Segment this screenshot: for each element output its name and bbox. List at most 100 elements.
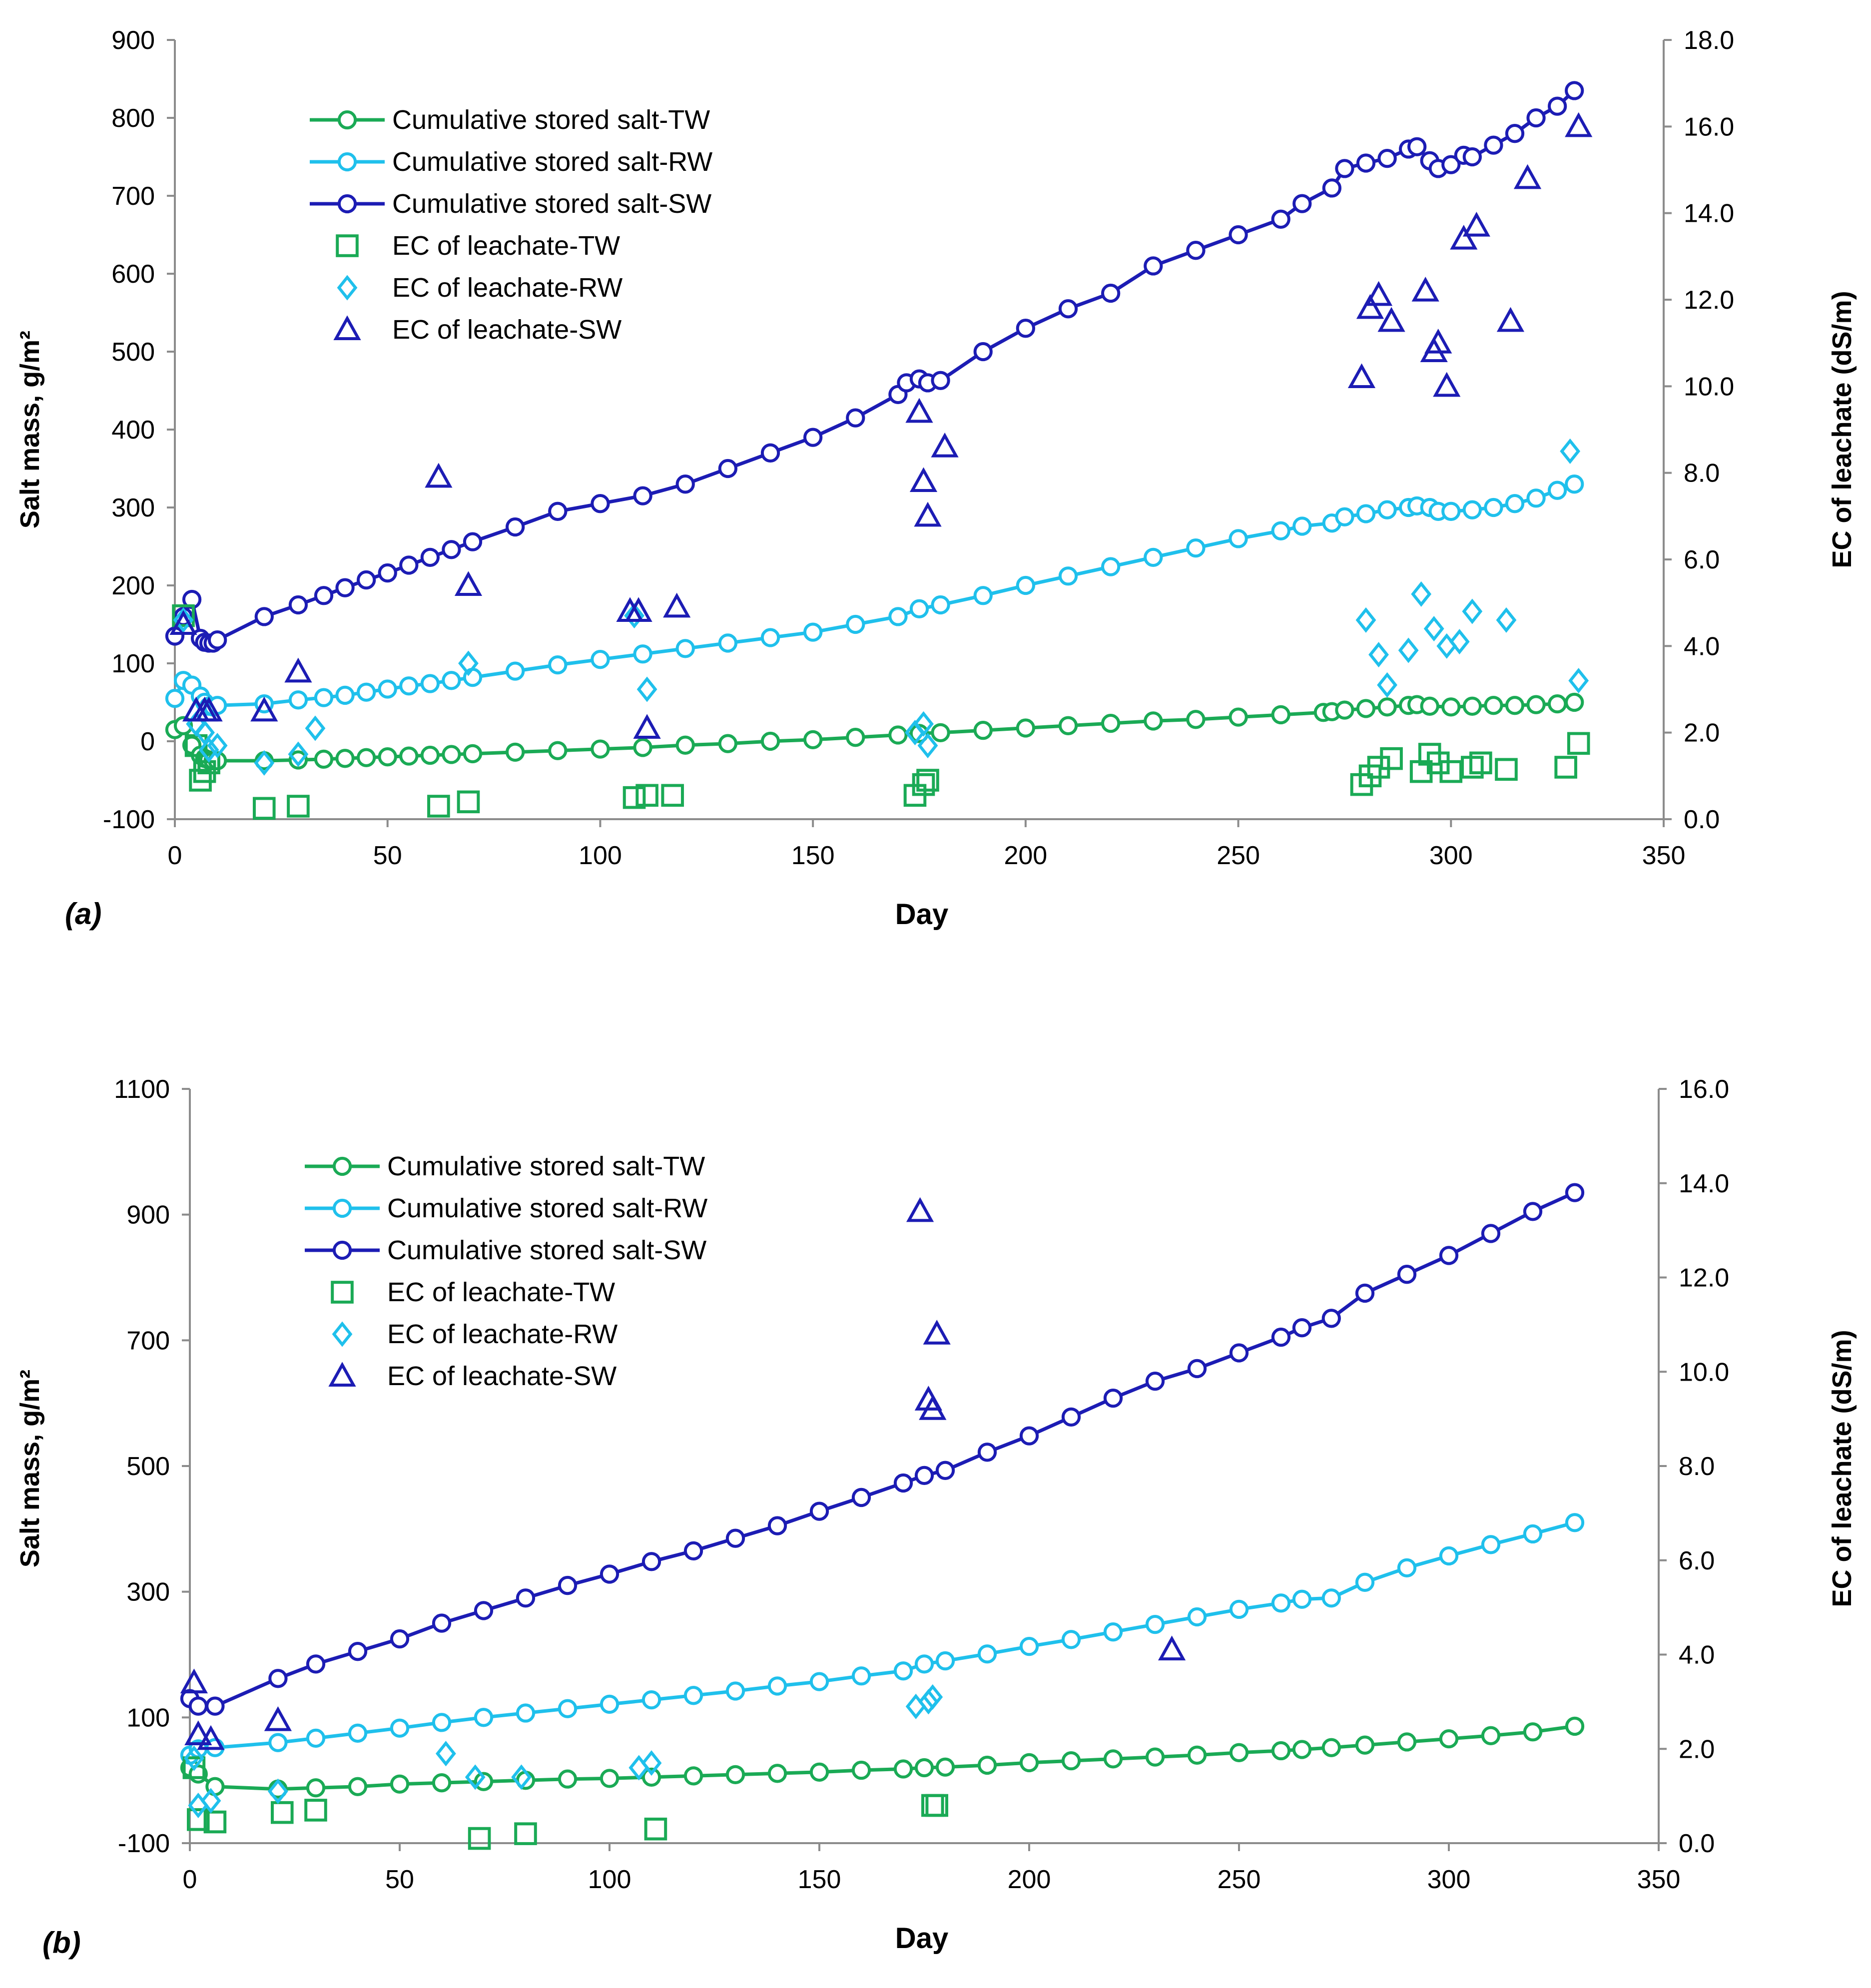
panel-a-ec-of-leachate-sw-point bbox=[624, 597, 652, 622]
panel-a-ec-of-leachate-sw-point bbox=[633, 714, 661, 739]
panel-a-cumulative-stored-salt-rw-point bbox=[633, 644, 652, 664]
panel-a-cumulative-stored-salt-sw-point bbox=[973, 342, 993, 362]
panel-b-cumulative-stored-salt-sw-point bbox=[1103, 1388, 1123, 1408]
panel-b-cumulative-stored-salt-rw-point bbox=[516, 1703, 536, 1723]
panel-a-cumulative-stored-salt-tw-point bbox=[505, 742, 525, 762]
panel-b-cumulative-stored-salt-tw-point bbox=[1187, 1745, 1207, 1765]
panel-a-cumulative-stored-salt-rw-point bbox=[1058, 566, 1078, 586]
panel-b-ec-of-leachate-sw-point bbox=[180, 1668, 208, 1694]
panel-b-cumulative-stored-salt-rw-point bbox=[893, 1661, 913, 1681]
panel-a-legend-label: Cumulative stored salt-SW bbox=[392, 189, 711, 219]
panel-a-ec-of-leachate-rw-point bbox=[1377, 672, 1397, 698]
panel-b-cumulative-stored-salt-rw-point bbox=[1321, 1588, 1341, 1608]
panel-b-ec-of-leachate-tw-point bbox=[203, 1810, 227, 1834]
panel-a-ec-of-leachate-sw-point bbox=[425, 463, 453, 488]
panel-a-cumulative-stored-salt-tw-point bbox=[1186, 710, 1206, 729]
panel-b-cumulative-stored-salt-tw-point bbox=[306, 1778, 326, 1798]
panel-a-ec-of-leachate-sw-point bbox=[1424, 328, 1452, 354]
panel-a-ec-of-leachate-tw-point bbox=[1554, 756, 1577, 779]
panel-a-y2-tick-label: 12.0 bbox=[1684, 286, 1734, 315]
panel-b-cumulative-stored-salt-sw-point bbox=[188, 1696, 208, 1716]
panel-a-plot bbox=[165, 81, 1593, 820]
panel-b-x-tick-label: 50 bbox=[385, 1865, 414, 1894]
panel-b-cumulative-stored-salt-sw-point bbox=[1292, 1318, 1312, 1338]
panel-b-ec-of-leachate-sw-point bbox=[1158, 1635, 1186, 1661]
panel-b-cumulative-stored-salt-tw-point bbox=[1565, 1716, 1585, 1736]
panel-b-legend-label: EC of leachate-RW bbox=[387, 1319, 618, 1349]
panel-a-x-tick-label: 150 bbox=[791, 841, 835, 870]
panel-b-cumulative-stored-salt-rw-point bbox=[1145, 1614, 1165, 1634]
panel-a-ec-of-leachate-rw-point bbox=[458, 650, 479, 676]
panel-b-cumulative-stored-salt-sw-point bbox=[1321, 1309, 1341, 1328]
panel-a-legend: Cumulative stored salt-TW Cumulative stor… bbox=[310, 105, 712, 345]
panel-a-ec-of-leachate-tw-point bbox=[635, 784, 658, 807]
panel-a-cumulative-stored-salt-sw-point bbox=[420, 547, 440, 567]
panel-b-ec-of-leachate-tw-point bbox=[271, 1801, 294, 1824]
panel-b-cumulative-stored-salt-sw-point bbox=[977, 1443, 997, 1462]
panel-a-cumulative-stored-salt-sw-point bbox=[633, 486, 652, 505]
panel-a-cumulative-stored-salt-sw-point bbox=[1058, 299, 1078, 319]
panel-a-cumulative-stored-salt-tw-point bbox=[973, 721, 993, 740]
panel-b-cumulative-stored-salt-sw-point bbox=[641, 1552, 661, 1571]
panel-b-cumulative-stored-salt-rw-point bbox=[767, 1676, 787, 1696]
panel-a-cumulative-stored-salt-sw-point bbox=[1292, 194, 1312, 213]
panel-b-y2-tick-label: 0.0 bbox=[1679, 1829, 1715, 1858]
panel-a-ec-of-leachate-tw-point bbox=[623, 786, 646, 809]
panel-a-cumulative-stored-salt-sw-point bbox=[442, 540, 461, 559]
panel-b-cumulative-stored-salt-rw-point bbox=[1019, 1636, 1039, 1656]
panel-a-ec-of-leachate-rw-point bbox=[1568, 668, 1589, 694]
panel-a-cumulative-stored-salt-rw-point bbox=[1101, 557, 1121, 576]
panel-b-ec-of-leachate-rw-point bbox=[267, 1778, 288, 1804]
panel-b-axes: 0 50 100 150 200 250 300 350 -100 100 300 500 700 900… bbox=[114, 1075, 1729, 1894]
panel-b-cumulative-stored-salt-rw-point bbox=[474, 1708, 494, 1727]
panel-a-y2-tick-label: 10.0 bbox=[1684, 372, 1734, 401]
panel-a-cumulative-stored-salt-tw-point bbox=[420, 745, 440, 765]
panel-a-cumulative-stored-salt-tw-point bbox=[173, 716, 193, 735]
panel-a-cumulative-stored-salt-rw-point bbox=[314, 688, 334, 707]
panel-b-legend-marker bbox=[328, 1362, 356, 1387]
panel-b-cumulative-stored-salt-rw-point bbox=[977, 1644, 997, 1664]
panel-a-cumulative-stored-salt-rw-point bbox=[760, 628, 780, 647]
panel-a-ec-of-leachate-sw-point bbox=[1450, 224, 1478, 250]
panel-b-cumulative-stored-salt-rw-point bbox=[306, 1728, 326, 1748]
panel-a-ec-of-leachate-tw-point bbox=[287, 795, 310, 818]
panel-b-legend-marker bbox=[332, 1156, 352, 1176]
panel-b-ec-of-leachate-sw-point bbox=[197, 1725, 225, 1750]
panel-b-label: (b) bbox=[42, 1926, 81, 1960]
panel-a-ec-of-leachate-tw-point bbox=[1495, 758, 1518, 781]
panel-a-legend-label: EC of leachate-RW bbox=[392, 273, 623, 303]
panel-b-legend-marker bbox=[332, 1321, 353, 1347]
panel-b-cumulative-stored-salt-rw-point bbox=[851, 1666, 871, 1686]
panel-b-x-tick-label: 100 bbox=[588, 1865, 631, 1894]
panel-b-ec-of-leachate-tw-point bbox=[644, 1817, 667, 1841]
panel-b-x-axis-label: Day bbox=[895, 1922, 948, 1955]
panel-b-cumulative-stored-salt-rw-point bbox=[914, 1654, 934, 1674]
panel-a-cumulative-stored-salt-tw-point bbox=[1565, 692, 1584, 712]
panel-a-cumulative-stored-salt-sw-point bbox=[846, 408, 865, 428]
panel-b-ec-of-leachate-rw-point bbox=[183, 1745, 204, 1771]
panel-b-cumulative-stored-salt-sw-point bbox=[390, 1629, 410, 1649]
panel-b-cumulative-stored-salt-tw-point bbox=[977, 1755, 997, 1775]
panel-a-cumulative-stored-salt-sw-point bbox=[463, 532, 483, 551]
panel-a-ec-of-leachate-sw-point bbox=[169, 610, 197, 635]
panel-a-cumulative-stored-salt-sw-point bbox=[1484, 135, 1503, 155]
panel-a-ec-of-leachate-rw-point bbox=[1355, 607, 1376, 633]
panel-b-legend-marker bbox=[332, 1240, 352, 1260]
panel-b-cumulative-stored-salt-rw-point bbox=[268, 1733, 288, 1752]
panel-b-cumulative-stored-salt-sw-point bbox=[600, 1564, 620, 1584]
panel-a-cumulative-stored-salt-sw-point bbox=[1407, 137, 1427, 156]
panel-a-ec-of-leachate-tw-point bbox=[1469, 751, 1492, 775]
panel-b-cumulative-stored-salt-sw-point bbox=[1061, 1407, 1081, 1427]
panel-b-cumulative-stored-salt-rw-point bbox=[348, 1723, 368, 1743]
panel-a-y2-tick-label: 6.0 bbox=[1684, 545, 1720, 574]
panel-a-cumulative-stored-salt-tw-point bbox=[399, 746, 419, 766]
panel-a-ec-of-leachate-rw-point bbox=[254, 750, 275, 776]
panel-a-cumulative-stored-salt-sw-point bbox=[1377, 148, 1397, 168]
panel-a-cumulative-stored-salt-rw-point bbox=[1271, 521, 1290, 540]
panel-a-cumulative-stored-salt-sw-point bbox=[254, 607, 274, 626]
panel-b-ec-of-leachate-rw-point bbox=[465, 1764, 486, 1790]
panel-b-y-tick-label: -100 bbox=[118, 1829, 170, 1858]
panel-a-cumulative-stored-salt-sw-point bbox=[1101, 283, 1121, 303]
